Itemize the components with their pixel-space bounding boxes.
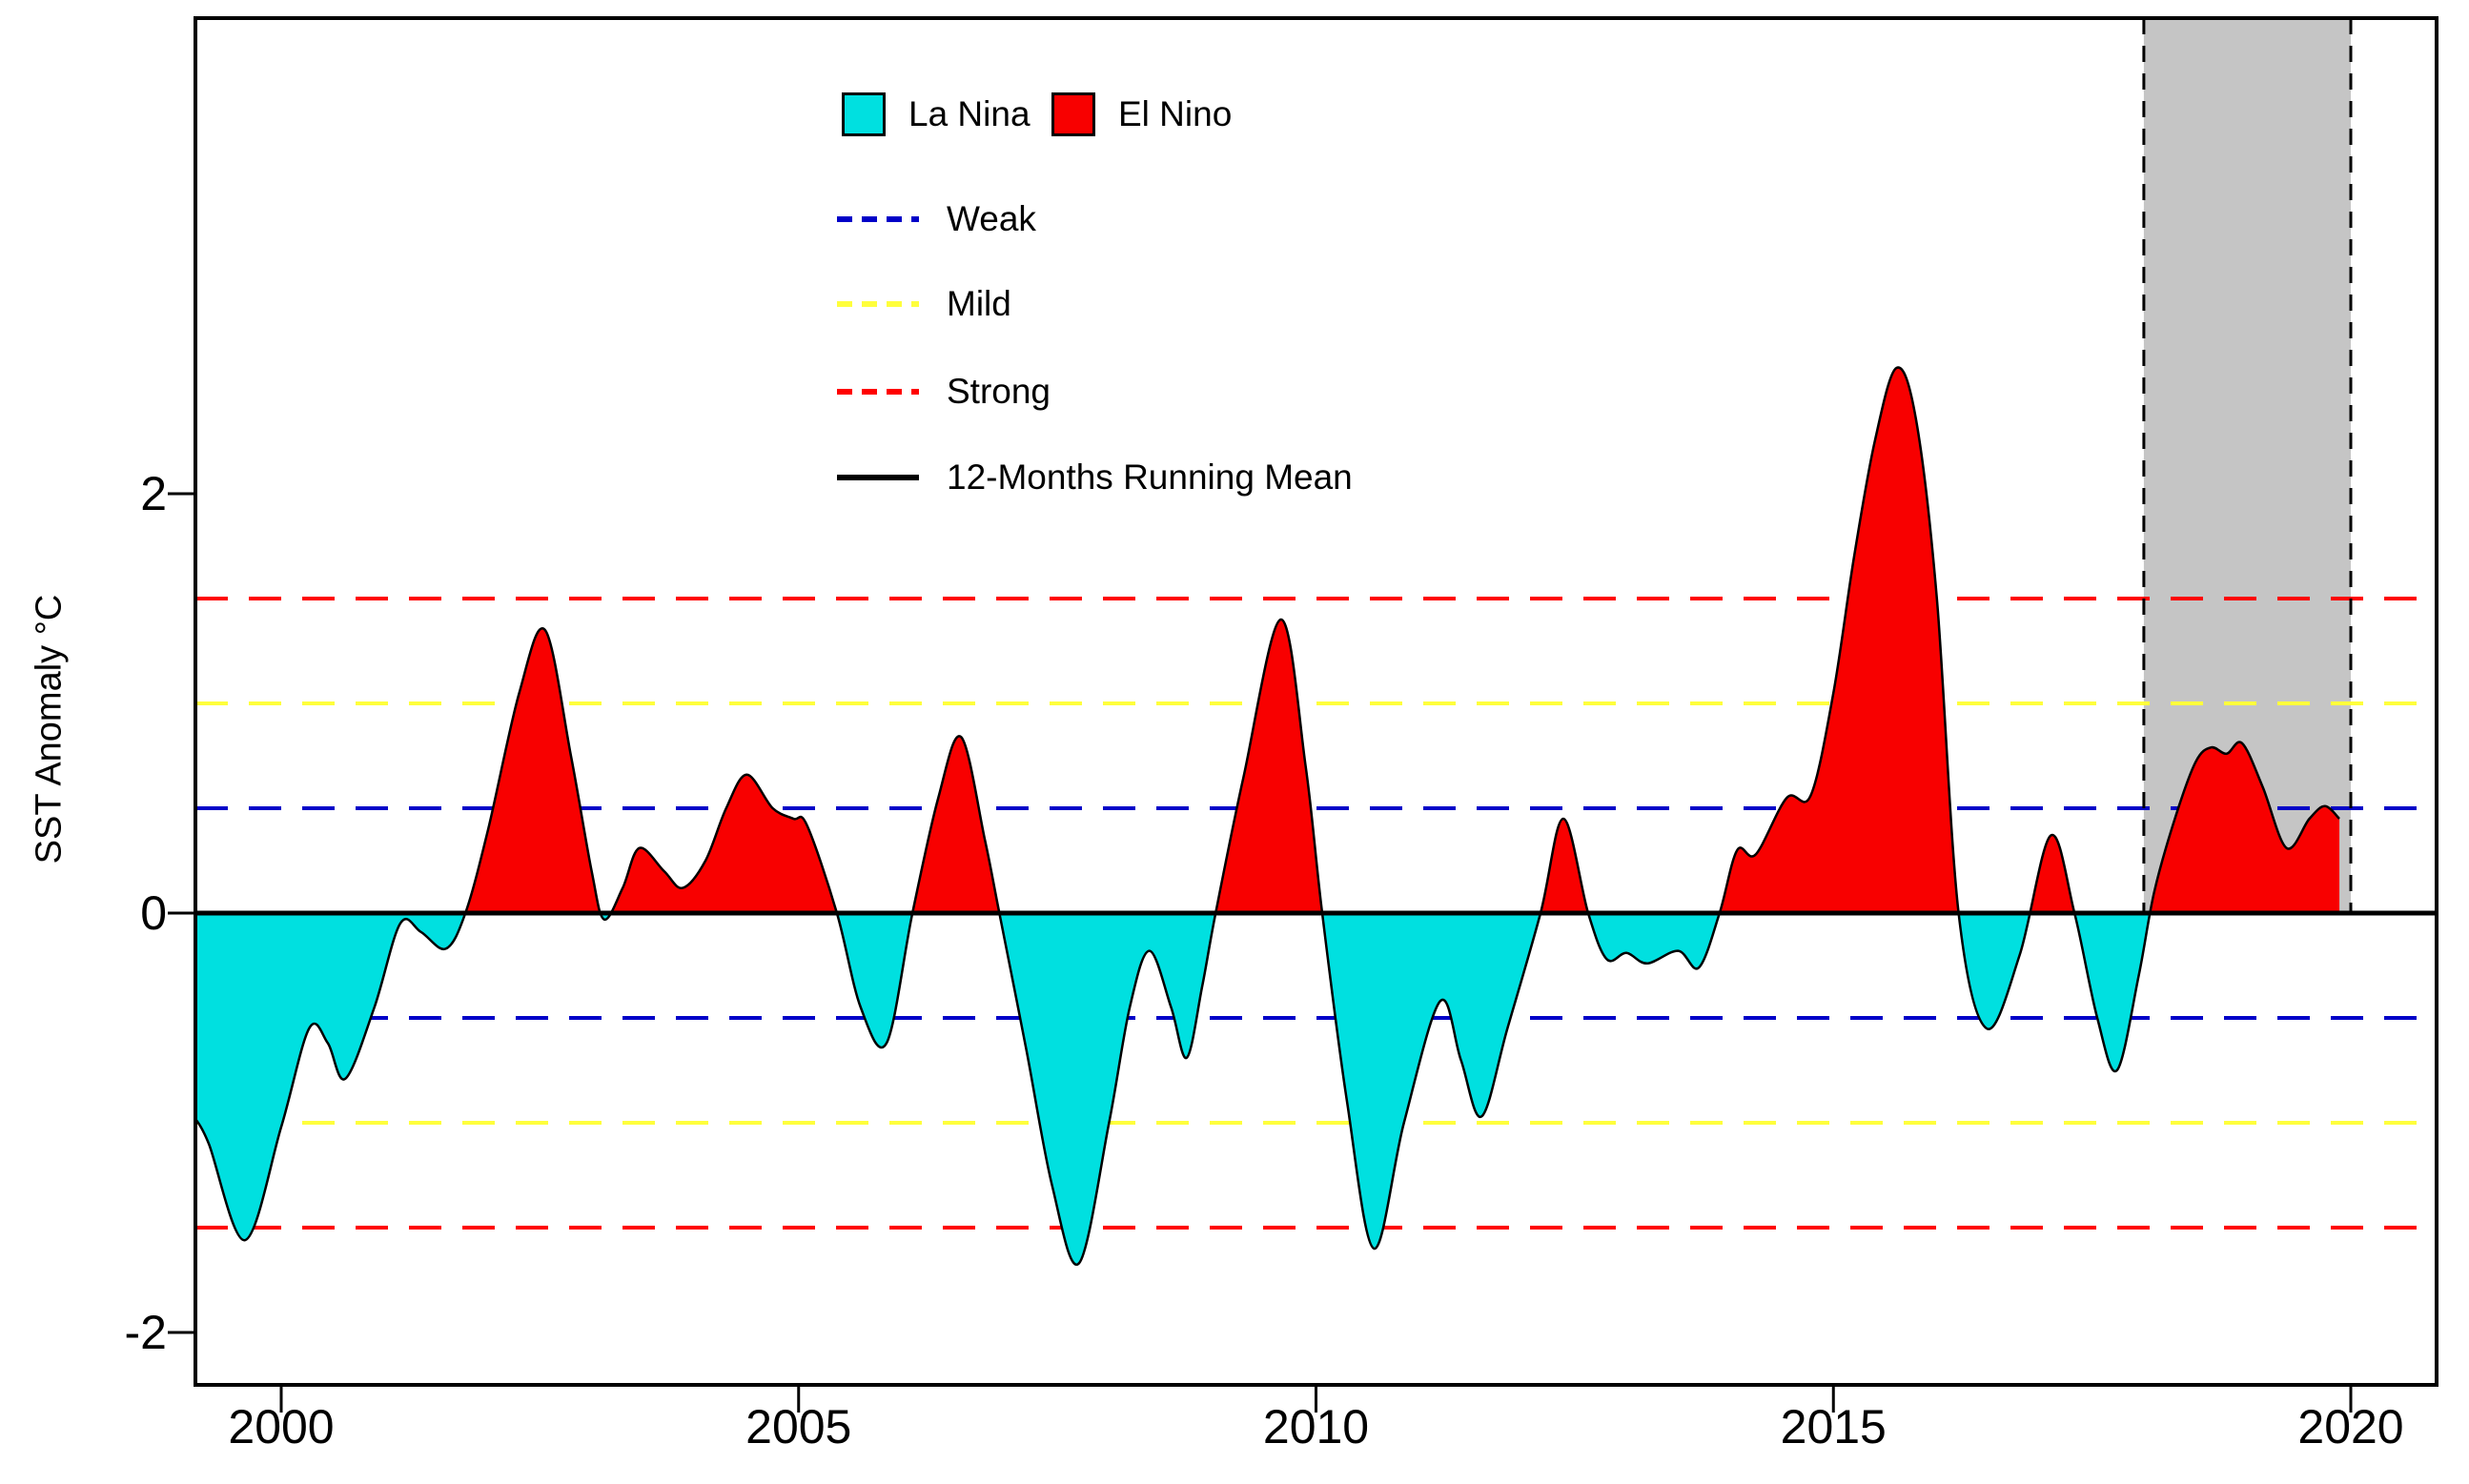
la-nina-area [195, 913, 2340, 1265]
el-nino-swatch [1051, 92, 1095, 136]
mild-line-sample [837, 301, 919, 307]
y-tick-label--2: -2 [124, 1306, 167, 1359]
x-tick-label-2010: 2010 [1262, 1400, 1370, 1454]
y-axis-title: SST Anomaly °C [29, 594, 70, 864]
legend-label-mild: Mild [947, 284, 1011, 323]
legend-label-strong: Strong [947, 372, 1051, 411]
x-tick-label-2015: 2015 [1780, 1400, 1887, 1454]
la-nina-swatch [842, 92, 886, 136]
y-tick-label-2: 2 [140, 467, 167, 520]
plot-background [195, 18, 2437, 1385]
el-nino-area [195, 367, 2340, 913]
strong-line-sample [837, 389, 919, 395]
legend-label-el-nino: El Nino [1118, 94, 1233, 133]
x-tick-label-2020: 2020 [2297, 1400, 2404, 1454]
legend-label-la-nina: La Nina [908, 94, 1030, 133]
legend-label-running-mean: 12-Months Running Mean [947, 457, 1353, 497]
weak-line-sample [837, 216, 919, 222]
running-mean-line-sample [837, 475, 919, 480]
legend-label-weak: Weak [947, 199, 1036, 238]
x-tick-label-2000: 2000 [228, 1400, 335, 1454]
x-tick-label-2005: 2005 [745, 1400, 852, 1454]
running-mean-line [194, 366, 2340, 1267]
y-tick-label-0: 0 [140, 886, 167, 940]
plot-border [194, 16, 2438, 1387]
